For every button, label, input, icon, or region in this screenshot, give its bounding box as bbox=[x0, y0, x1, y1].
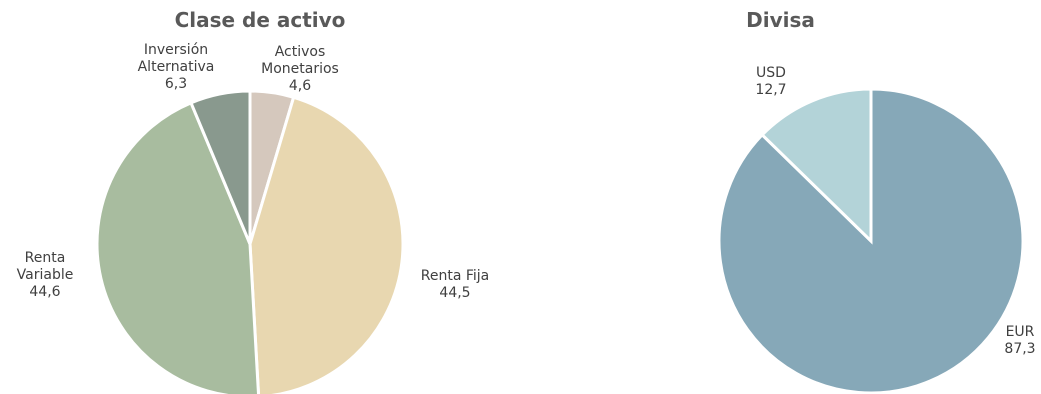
pie-slice-3 bbox=[189, 89, 252, 245]
slice-label-0: Activos Monetarios 4,6 bbox=[261, 44, 339, 94]
slice-label-1: Renta Fija 44,5 bbox=[421, 268, 490, 301]
pie-slice-2 bbox=[95, 100, 260, 394]
currency-pie-svg: EUR 87,3 USD 12,7 bbox=[717, 65, 1036, 394]
slice-label-2: Renta Variable 44,6 bbox=[17, 250, 74, 300]
slice-label-1: USD 12,7 bbox=[755, 65, 786, 98]
chart-title: Clase de activo bbox=[174, 8, 346, 32]
chart-title: Divisa bbox=[746, 8, 815, 32]
pie-slice-1 bbox=[760, 87, 873, 245]
pie-slice-1 bbox=[248, 95, 405, 394]
asset-class-pie-svg: Activos Monetarios 4,6 Renta Fija 44,5 Renta V… bbox=[17, 42, 490, 394]
slice-label-0: EUR 87,3 bbox=[1004, 324, 1035, 357]
asset-class-pie-chart: Clase de activo Activos Monetarios 4,6 Rent… bbox=[0, 0, 520, 394]
currency-pie-chart: Divisa EUR 87,3 USD 12,7 bbox=[520, 0, 1041, 394]
slice-label-3: Inversión Alternativa 6,3 bbox=[138, 42, 215, 92]
